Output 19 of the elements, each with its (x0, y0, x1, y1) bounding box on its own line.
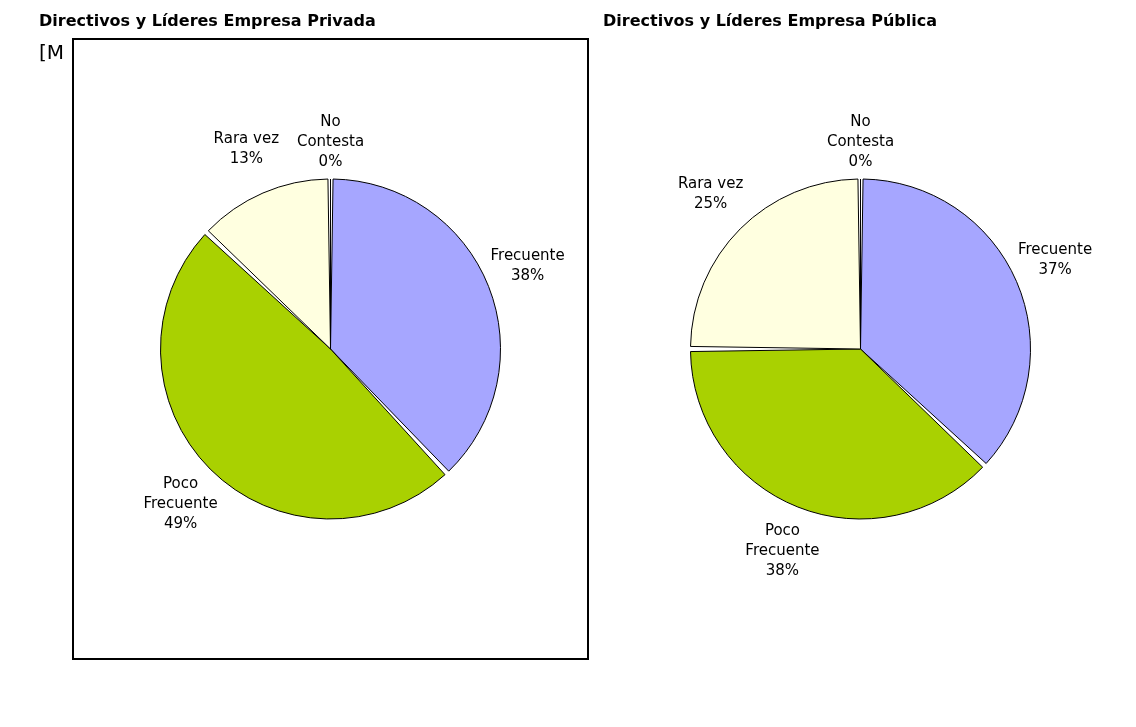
data-label: 13% (229, 149, 263, 168)
text: 0% (318, 152, 343, 170)
data-label: 49% (163, 513, 198, 532)
data-label: 38% (765, 561, 800, 580)
slice-label: Rara vez (213, 129, 280, 148)
data-label: 37% (1038, 259, 1072, 278)
category-label: No Contesta (296, 112, 365, 150)
data-label: 38% (510, 265, 545, 284)
text: 0% (848, 152, 873, 170)
slice-label: Rara vez (677, 174, 744, 193)
slice-label: Poco Frecuente (143, 473, 218, 512)
text: [M (39, 40, 65, 64)
category-label: No Contesta (826, 112, 895, 150)
slice-label: Poco Frecuente (745, 521, 820, 560)
data-label: 25% (693, 194, 728, 213)
chart-title: Directivos y Líderes Empresa Privada (39, 11, 376, 30)
chart-title: Directivos y Líderes Empresa Pública (603, 11, 937, 30)
slice-label: Frecuente (1017, 239, 1093, 258)
slice-label: Frecuente (490, 245, 565, 264)
